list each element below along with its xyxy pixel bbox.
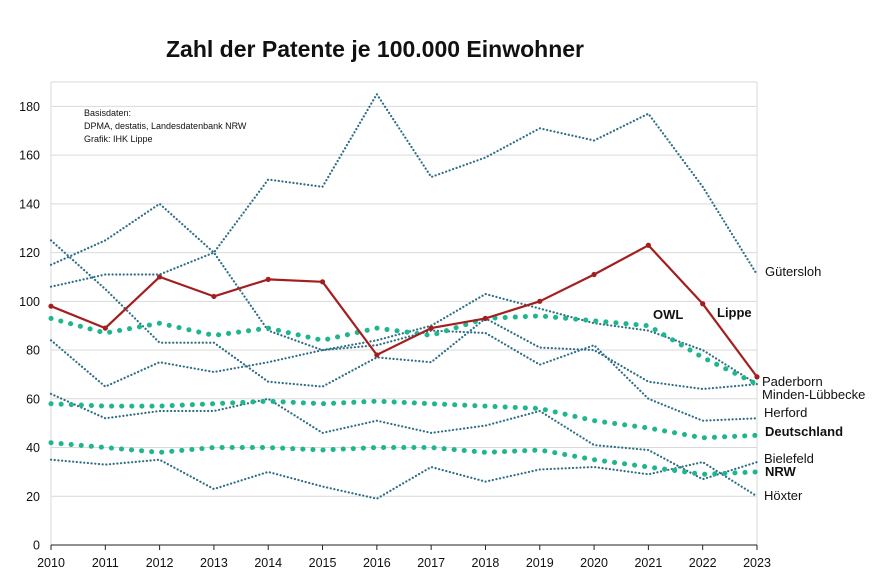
y-tick-label: 140 bbox=[19, 197, 40, 211]
gridlines bbox=[50, 81, 758, 546]
axes: 0 20 40 60 80 100 120 140 160 180 2010 2011 2012 2013… bbox=[19, 100, 771, 570]
series-label-herford: Herford bbox=[764, 405, 807, 420]
y-tick-label: 80 bbox=[26, 344, 40, 358]
series-line bbox=[49, 392, 759, 481]
note-line: DPMA, destatis, Landesdatenbank NRW bbox=[84, 121, 247, 131]
note-line: Basisdaten: bbox=[84, 108, 131, 118]
series-line bbox=[50, 244, 758, 378]
series-line bbox=[48, 440, 760, 477]
series-label-lippe: Lippe bbox=[717, 305, 752, 320]
chart-title: Zahl der Patente je 100.000 Einwohner bbox=[166, 36, 584, 62]
y-tick-label: 40 bbox=[26, 441, 40, 455]
series-line bbox=[49, 239, 759, 391]
y-tick-label: 0 bbox=[33, 539, 40, 553]
series-line bbox=[48, 398, 760, 441]
data-point bbox=[265, 276, 271, 282]
x-tick-label: 2022 bbox=[689, 556, 717, 570]
data-point bbox=[591, 271, 597, 278]
x-tick-label: 2014 bbox=[254, 556, 282, 570]
x-tick-label: 2019 bbox=[526, 556, 554, 570]
series-label-bielefeld: Bielefeld bbox=[764, 451, 814, 466]
series-line bbox=[48, 313, 760, 387]
x-tick-label: 2018 bbox=[472, 556, 500, 570]
data-point bbox=[537, 298, 543, 304]
data-point bbox=[48, 303, 54, 309]
data-point bbox=[319, 279, 326, 285]
data-point bbox=[428, 325, 434, 331]
note-line: Grafik: IHK Lippe bbox=[84, 134, 153, 144]
y-tick-label: 100 bbox=[19, 295, 40, 309]
series-label-minden-l-bbecke: Minden-Lübbecke bbox=[762, 387, 865, 402]
series-lines bbox=[48, 92, 760, 500]
y-tick-label: 180 bbox=[19, 100, 40, 114]
y-tick-label: 120 bbox=[19, 246, 40, 260]
x-tick-label: 2013 bbox=[200, 556, 228, 570]
series-label-h-xter: Höxter bbox=[764, 488, 803, 503]
y-tick-label: 60 bbox=[26, 392, 40, 406]
source-note: Basisdaten: DPMA, destatis, Landesdatenba… bbox=[84, 108, 247, 144]
series-label-g-tersloh: Gütersloh bbox=[765, 264, 821, 279]
series-line bbox=[49, 329, 759, 422]
data-point bbox=[102, 325, 108, 331]
data-point bbox=[482, 315, 489, 321]
series-label-paderborn: Paderborn bbox=[762, 374, 823, 389]
x-tick-label: 2020 bbox=[580, 556, 608, 570]
series-label-owl: OWL bbox=[653, 307, 683, 322]
data-point bbox=[374, 352, 380, 358]
data-point bbox=[211, 293, 217, 300]
x-tick-label: 2012 bbox=[146, 556, 174, 570]
y-tick-label: 160 bbox=[19, 149, 40, 163]
x-tick-label: 2021 bbox=[634, 556, 662, 570]
series-label-deutschland: Deutschland bbox=[765, 424, 843, 439]
series-label-nrw: NRW bbox=[765, 464, 797, 479]
x-tick-label: 2023 bbox=[743, 556, 771, 570]
series-line bbox=[49, 92, 759, 276]
plot-frame bbox=[50, 81, 758, 546]
data-point bbox=[754, 374, 760, 380]
x-tick-label: 2015 bbox=[309, 556, 337, 570]
x-tick-label: 2010 bbox=[37, 556, 65, 570]
data-point bbox=[645, 242, 651, 248]
data-point bbox=[700, 301, 706, 307]
x-tick-label: 2016 bbox=[363, 556, 391, 570]
x-tick-label: 2017 bbox=[417, 556, 445, 570]
data-point bbox=[157, 274, 163, 280]
x-tick-label: 2011 bbox=[92, 556, 119, 570]
series-line bbox=[49, 251, 759, 386]
series-line bbox=[49, 458, 759, 500]
y-tick-label: 20 bbox=[26, 490, 40, 504]
